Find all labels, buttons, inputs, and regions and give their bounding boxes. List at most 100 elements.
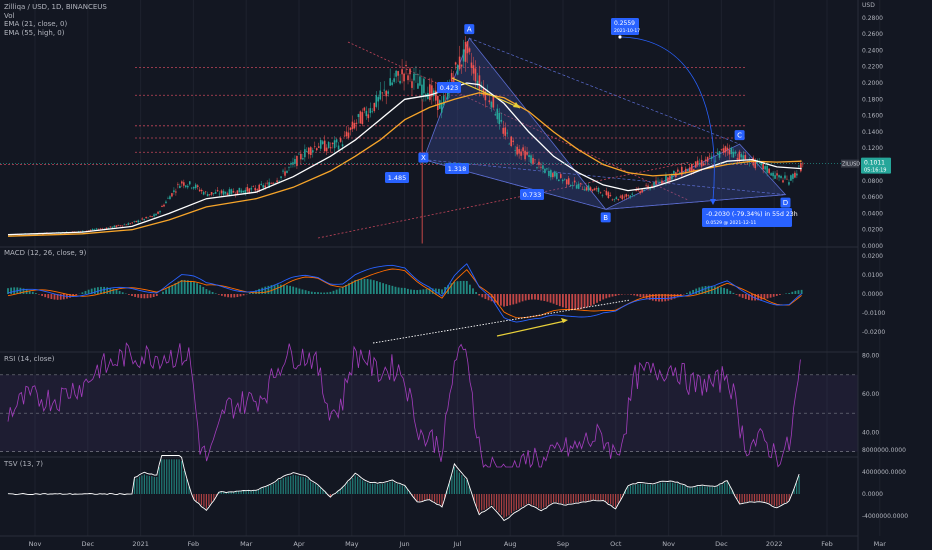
tsv-bar bbox=[394, 482, 396, 494]
candle-body bbox=[631, 193, 634, 195]
candle-body bbox=[141, 218, 143, 220]
tsv-bar bbox=[743, 494, 746, 503]
tsv-tick-label: 4000000.0000 bbox=[862, 469, 906, 476]
price-tick-label: 0.2600 bbox=[862, 31, 883, 38]
time-tick-label: Nov bbox=[662, 540, 675, 548]
tsv-bar bbox=[476, 494, 478, 507]
macd-histogram-bar bbox=[407, 288, 409, 294]
tsv-bar bbox=[763, 494, 765, 502]
macd-histogram-bar bbox=[183, 279, 186, 294]
tsv-bar bbox=[250, 491, 252, 494]
tsv-bar bbox=[436, 494, 438, 504]
macd-histogram-bar bbox=[84, 290, 87, 294]
tsv-bar bbox=[265, 487, 267, 494]
macd-histogram-bar bbox=[242, 294, 245, 296]
tsv-bar bbox=[312, 482, 314, 494]
candle-body bbox=[732, 151, 735, 158]
macd-histogram-bar bbox=[186, 280, 189, 294]
candle-body bbox=[456, 65, 459, 75]
candle-body bbox=[498, 112, 501, 125]
candle-body bbox=[704, 159, 707, 161]
ema-lines bbox=[7, 82, 802, 237]
candle-body bbox=[341, 144, 344, 147]
rsi-legend[interactable]: RSI (14, close) bbox=[4, 355, 55, 363]
candle-body bbox=[101, 228, 104, 230]
candle-body bbox=[311, 150, 314, 153]
ratio-box bbox=[445, 163, 469, 174]
candle-body bbox=[569, 184, 572, 187]
macd-histogram-bar bbox=[760, 294, 763, 300]
chart-annotations[interactable]: X A B C D 0.423 1.485 1.318 0.733 0.25592021-10-1… bbox=[385, 18, 798, 227]
candle-body bbox=[115, 225, 118, 228]
tsv-bar bbox=[577, 494, 579, 503]
candle-body bbox=[760, 162, 762, 166]
candle-body bbox=[700, 159, 703, 167]
tsv-bar bbox=[669, 482, 671, 494]
macd-histogram-bar bbox=[475, 291, 477, 294]
candle-body bbox=[198, 189, 201, 192]
candle-body bbox=[397, 71, 399, 76]
candle-body bbox=[290, 163, 292, 165]
macd-histogram-bar bbox=[10, 287, 12, 294]
macd-histogram-bar bbox=[230, 294, 233, 298]
candle-body bbox=[530, 155, 532, 163]
candle-body bbox=[655, 180, 657, 185]
tsv-legend[interactable]: TSV (13, 7) bbox=[4, 460, 44, 468]
candle-body bbox=[200, 189, 203, 192]
tsv-bar bbox=[706, 486, 708, 494]
candle-body bbox=[754, 159, 757, 169]
tsv-bar bbox=[793, 488, 795, 494]
candle-body bbox=[800, 162, 802, 172]
candle-body bbox=[770, 173, 772, 176]
candle-body bbox=[131, 222, 134, 224]
tsv-bar bbox=[525, 494, 527, 505]
macd-histogram-bar bbox=[481, 294, 484, 298]
candle-body bbox=[651, 185, 653, 188]
macd-legend[interactable]: MACD (12, 26, close, 9) bbox=[4, 249, 87, 257]
tsv-bar bbox=[369, 483, 371, 494]
candle-body bbox=[145, 217, 147, 219]
macd-histogram-bar bbox=[701, 286, 704, 294]
ema55-legend[interactable]: EMA (55, high, 0) bbox=[4, 28, 65, 37]
macd-histogram-bar bbox=[180, 280, 183, 294]
ema21-legend[interactable]: EMA (21, close, 0) bbox=[4, 20, 68, 28]
candle-body bbox=[673, 170, 675, 174]
candle-body bbox=[780, 175, 782, 179]
macd-tick-label: 0.0200 bbox=[862, 253, 883, 260]
candle-body bbox=[790, 175, 792, 181]
macd-histogram-bar bbox=[465, 280, 468, 294]
macd-histogram-bar bbox=[565, 294, 567, 309]
tsv-bar bbox=[647, 484, 649, 494]
candle-body bbox=[710, 156, 713, 159]
macd-histogram-bar bbox=[692, 289, 694, 294]
tsv-bar bbox=[203, 494, 205, 507]
macd-histogram-bar bbox=[462, 280, 465, 294]
candle-body bbox=[490, 101, 493, 108]
macd-histogram-bar bbox=[574, 294, 577, 310]
price-tick-label: 0.0600 bbox=[862, 194, 883, 201]
axes: USD 0.2800 0.2600 0.2400 0.2200 0.2000 0.1800 0… bbox=[0, 0, 908, 550]
candle-body bbox=[218, 193, 221, 195]
rsi-tick-label: 80.00 bbox=[862, 353, 879, 360]
candle-body bbox=[694, 161, 697, 168]
symbol-title[interactable]: Zilliqa / USD, 1D, BINANCEUS bbox=[4, 3, 107, 11]
candle-body bbox=[391, 82, 393, 85]
candle-body bbox=[363, 107, 366, 111]
tsv-bar bbox=[319, 487, 322, 494]
candle-body bbox=[409, 68, 411, 75]
tsv-bar bbox=[168, 459, 170, 494]
candle-body bbox=[163, 204, 165, 207]
candle-body bbox=[226, 193, 229, 196]
macd-histogram-bar bbox=[400, 287, 403, 294]
macd-histogram-bar bbox=[267, 285, 270, 294]
tsv-bar bbox=[275, 482, 277, 494]
candle-body bbox=[716, 152, 719, 155]
tsv-bar bbox=[406, 489, 408, 494]
candle-body bbox=[81, 230, 84, 233]
candle-body bbox=[105, 227, 108, 229]
candle-body bbox=[365, 110, 368, 117]
vol-legend[interactable]: Vol bbox=[4, 11, 15, 20]
macd-histogram-bar bbox=[543, 294, 546, 301]
tsv-bar bbox=[277, 480, 279, 494]
